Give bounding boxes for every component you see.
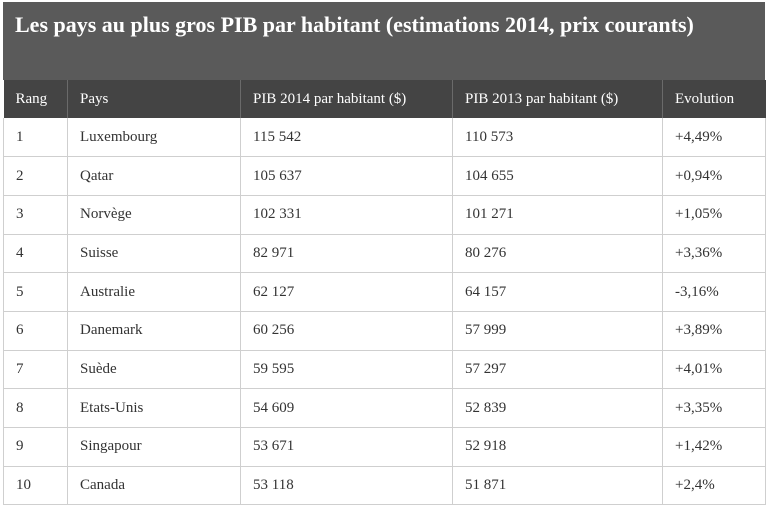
cell-gdp-2014: 82 971 bbox=[240, 234, 453, 274]
cell-country: Australie bbox=[67, 272, 241, 312]
cell-rank: 2 bbox=[3, 156, 68, 196]
cell-gdp-2013: 101 271 bbox=[452, 195, 663, 235]
cell-gdp-2013: 104 655 bbox=[452, 156, 663, 196]
header-gdp-2013: PIB 2013 par habitant ($) bbox=[452, 80, 663, 118]
cell-gdp-2013: 57 999 bbox=[452, 311, 663, 351]
cell-country: Luxembourg bbox=[67, 118, 241, 158]
cell-evolution: +4,01% bbox=[662, 350, 766, 390]
table-row: 1 Luxembourg 115 542 110 573 +4,49% bbox=[3, 118, 766, 158]
cell-gdp-2013: 52 918 bbox=[452, 427, 663, 467]
cell-rank: 1 bbox=[3, 118, 68, 158]
table-row: 9 Singapour 53 671 52 918 +1,42% bbox=[3, 427, 766, 467]
cell-gdp-2013: 64 157 bbox=[452, 272, 663, 312]
header-country: Pays bbox=[67, 80, 241, 118]
cell-country: Etats-Unis bbox=[67, 388, 241, 428]
cell-rank: 10 bbox=[3, 466, 68, 506]
table-row: 7 Suède 59 595 57 297 +4,01% bbox=[3, 350, 766, 390]
cell-rank: 5 bbox=[3, 272, 68, 312]
cell-evolution: +2,4% bbox=[662, 466, 766, 506]
cell-rank: 9 bbox=[3, 427, 68, 467]
cell-rank: 3 bbox=[3, 195, 68, 235]
table-row: 8 Etats-Unis 54 609 52 839 +3,35% bbox=[3, 388, 766, 428]
cell-country: Qatar bbox=[67, 156, 241, 196]
cell-evolution: +0,94% bbox=[662, 156, 766, 196]
table-row: 6 Danemark 60 256 57 999 +3,89% bbox=[3, 311, 766, 351]
cell-evolution: +4,49% bbox=[662, 118, 766, 158]
cell-country: Suisse bbox=[67, 234, 241, 274]
cell-rank: 6 bbox=[3, 311, 68, 351]
cell-rank: 4 bbox=[3, 234, 68, 274]
table-row: 2 Qatar 105 637 104 655 +0,94% bbox=[3, 156, 766, 196]
cell-gdp-2014: 60 256 bbox=[240, 311, 453, 351]
cell-gdp-2014: 54 609 bbox=[240, 388, 453, 428]
cell-gdp-2014: 115 542 bbox=[240, 118, 453, 158]
table-row: 3 Norvège 102 331 101 271 +1,05% bbox=[3, 195, 766, 235]
cell-gdp-2013: 52 839 bbox=[452, 388, 663, 428]
table-row: 5 Australie 62 127 64 157 -3,16% bbox=[3, 272, 766, 312]
cell-evolution: +1,42% bbox=[662, 427, 766, 467]
cell-gdp-2013: 110 573 bbox=[452, 118, 663, 158]
gdp-table: Rang Pays PIB 2014 par habitant ($) PIB … bbox=[3, 80, 766, 506]
cell-gdp-2014: 59 595 bbox=[240, 350, 453, 390]
cell-gdp-2014: 62 127 bbox=[240, 272, 453, 312]
cell-evolution: +1,05% bbox=[662, 195, 766, 235]
cell-rank: 8 bbox=[3, 388, 68, 428]
cell-gdp-2013: 80 276 bbox=[452, 234, 663, 274]
cell-country: Norvège bbox=[67, 195, 241, 235]
cell-evolution: +3,36% bbox=[662, 234, 766, 274]
header-evolution: Evolution bbox=[675, 90, 735, 107]
cell-gdp-2014: 53 118 bbox=[240, 466, 453, 506]
cell-evolution: +3,89% bbox=[662, 311, 766, 351]
table-header-row: Rang Pays PIB 2014 par habitant ($) PIB … bbox=[3, 80, 766, 118]
cell-country: Danemark bbox=[67, 311, 241, 351]
cell-gdp-2014: 105 637 bbox=[240, 156, 453, 196]
cell-gdp-2014: 102 331 bbox=[240, 195, 453, 235]
header-rank: Rang bbox=[3, 80, 68, 118]
cell-gdp-2013: 51 871 bbox=[452, 466, 663, 506]
cell-country: Canada bbox=[67, 466, 241, 506]
cell-gdp-2014: 53 671 bbox=[240, 427, 453, 467]
table-row: 10 Canada 53 118 51 871 +2,4% bbox=[3, 466, 766, 506]
header-gdp-2014: PIB 2014 par habitant ($) bbox=[240, 80, 453, 118]
cell-country: Suède bbox=[67, 350, 241, 390]
cell-evolution: +3,35% bbox=[662, 388, 766, 428]
table-row: 4 Suisse 82 971 80 276 +3,36% bbox=[3, 234, 766, 274]
cell-evolution: -3,16% bbox=[662, 272, 766, 312]
cell-country: Singapour bbox=[67, 427, 241, 467]
table-title: Les pays au plus gros PIB par habitant (… bbox=[3, 2, 765, 80]
gdp-table-widget: Les pays au plus gros PIB par habitant (… bbox=[3, 2, 766, 506]
cell-gdp-2013: 57 297 bbox=[452, 350, 663, 390]
cell-rank: 7 bbox=[3, 350, 68, 390]
